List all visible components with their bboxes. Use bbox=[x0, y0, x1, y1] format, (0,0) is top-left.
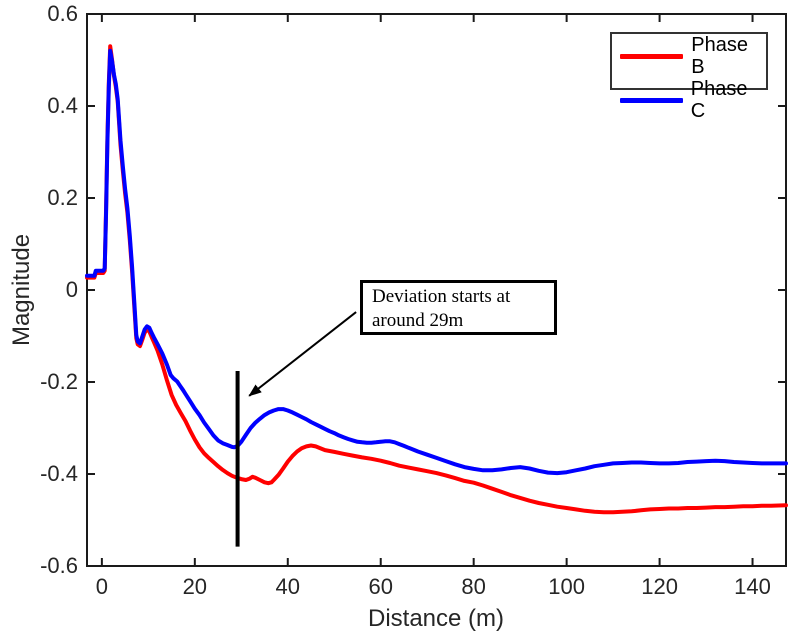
y-tick-label: -0.4 bbox=[40, 461, 78, 486]
x-tick-label: 40 bbox=[275, 574, 301, 599]
legend: Phase B Phase C bbox=[610, 32, 768, 122]
x-tick-label: 20 bbox=[182, 574, 208, 599]
y-tick-label: 0.2 bbox=[47, 185, 78, 210]
axes-box bbox=[86, 13, 787, 567]
legend-item-phase-c: Phase C bbox=[612, 78, 766, 122]
y-tick-label: -0.6 bbox=[40, 553, 78, 578]
legend-line-sample-red bbox=[620, 53, 684, 59]
x-tick-label: 120 bbox=[641, 574, 678, 599]
x-axis-title: Distance (m) bbox=[367, 605, 505, 632]
legend-label-phase-b: Phase B bbox=[691, 34, 748, 78]
x-tick-label: 60 bbox=[368, 574, 393, 599]
legend-label-phase-c: Phase C bbox=[690, 78, 748, 122]
legend-item-phase-b: Phase B bbox=[612, 34, 766, 78]
annotation-text-line2: around 29m bbox=[372, 310, 464, 331]
y-tick-label: -0.2 bbox=[40, 369, 78, 394]
y-tick-label: 0.6 bbox=[47, 1, 78, 26]
y-tick-label: 0 bbox=[65, 277, 78, 302]
series-phase-c bbox=[85, 48, 788, 476]
legend-line-sample-blue bbox=[620, 97, 683, 103]
annotation-textbox: Deviation starts at around 29m bbox=[360, 280, 557, 335]
annotation-arrow bbox=[248, 311, 357, 397]
x-tick-label: 100 bbox=[548, 574, 585, 599]
x-tick-label: 0 bbox=[95, 574, 108, 599]
x-tick-label: 140 bbox=[734, 574, 771, 599]
x-tick-label: 80 bbox=[461, 574, 486, 599]
annotation-text-line1: Deviation starts at bbox=[372, 286, 511, 307]
y-axis-title: Magnitude bbox=[8, 233, 35, 347]
y-tick-label: 0.4 bbox=[47, 93, 78, 118]
